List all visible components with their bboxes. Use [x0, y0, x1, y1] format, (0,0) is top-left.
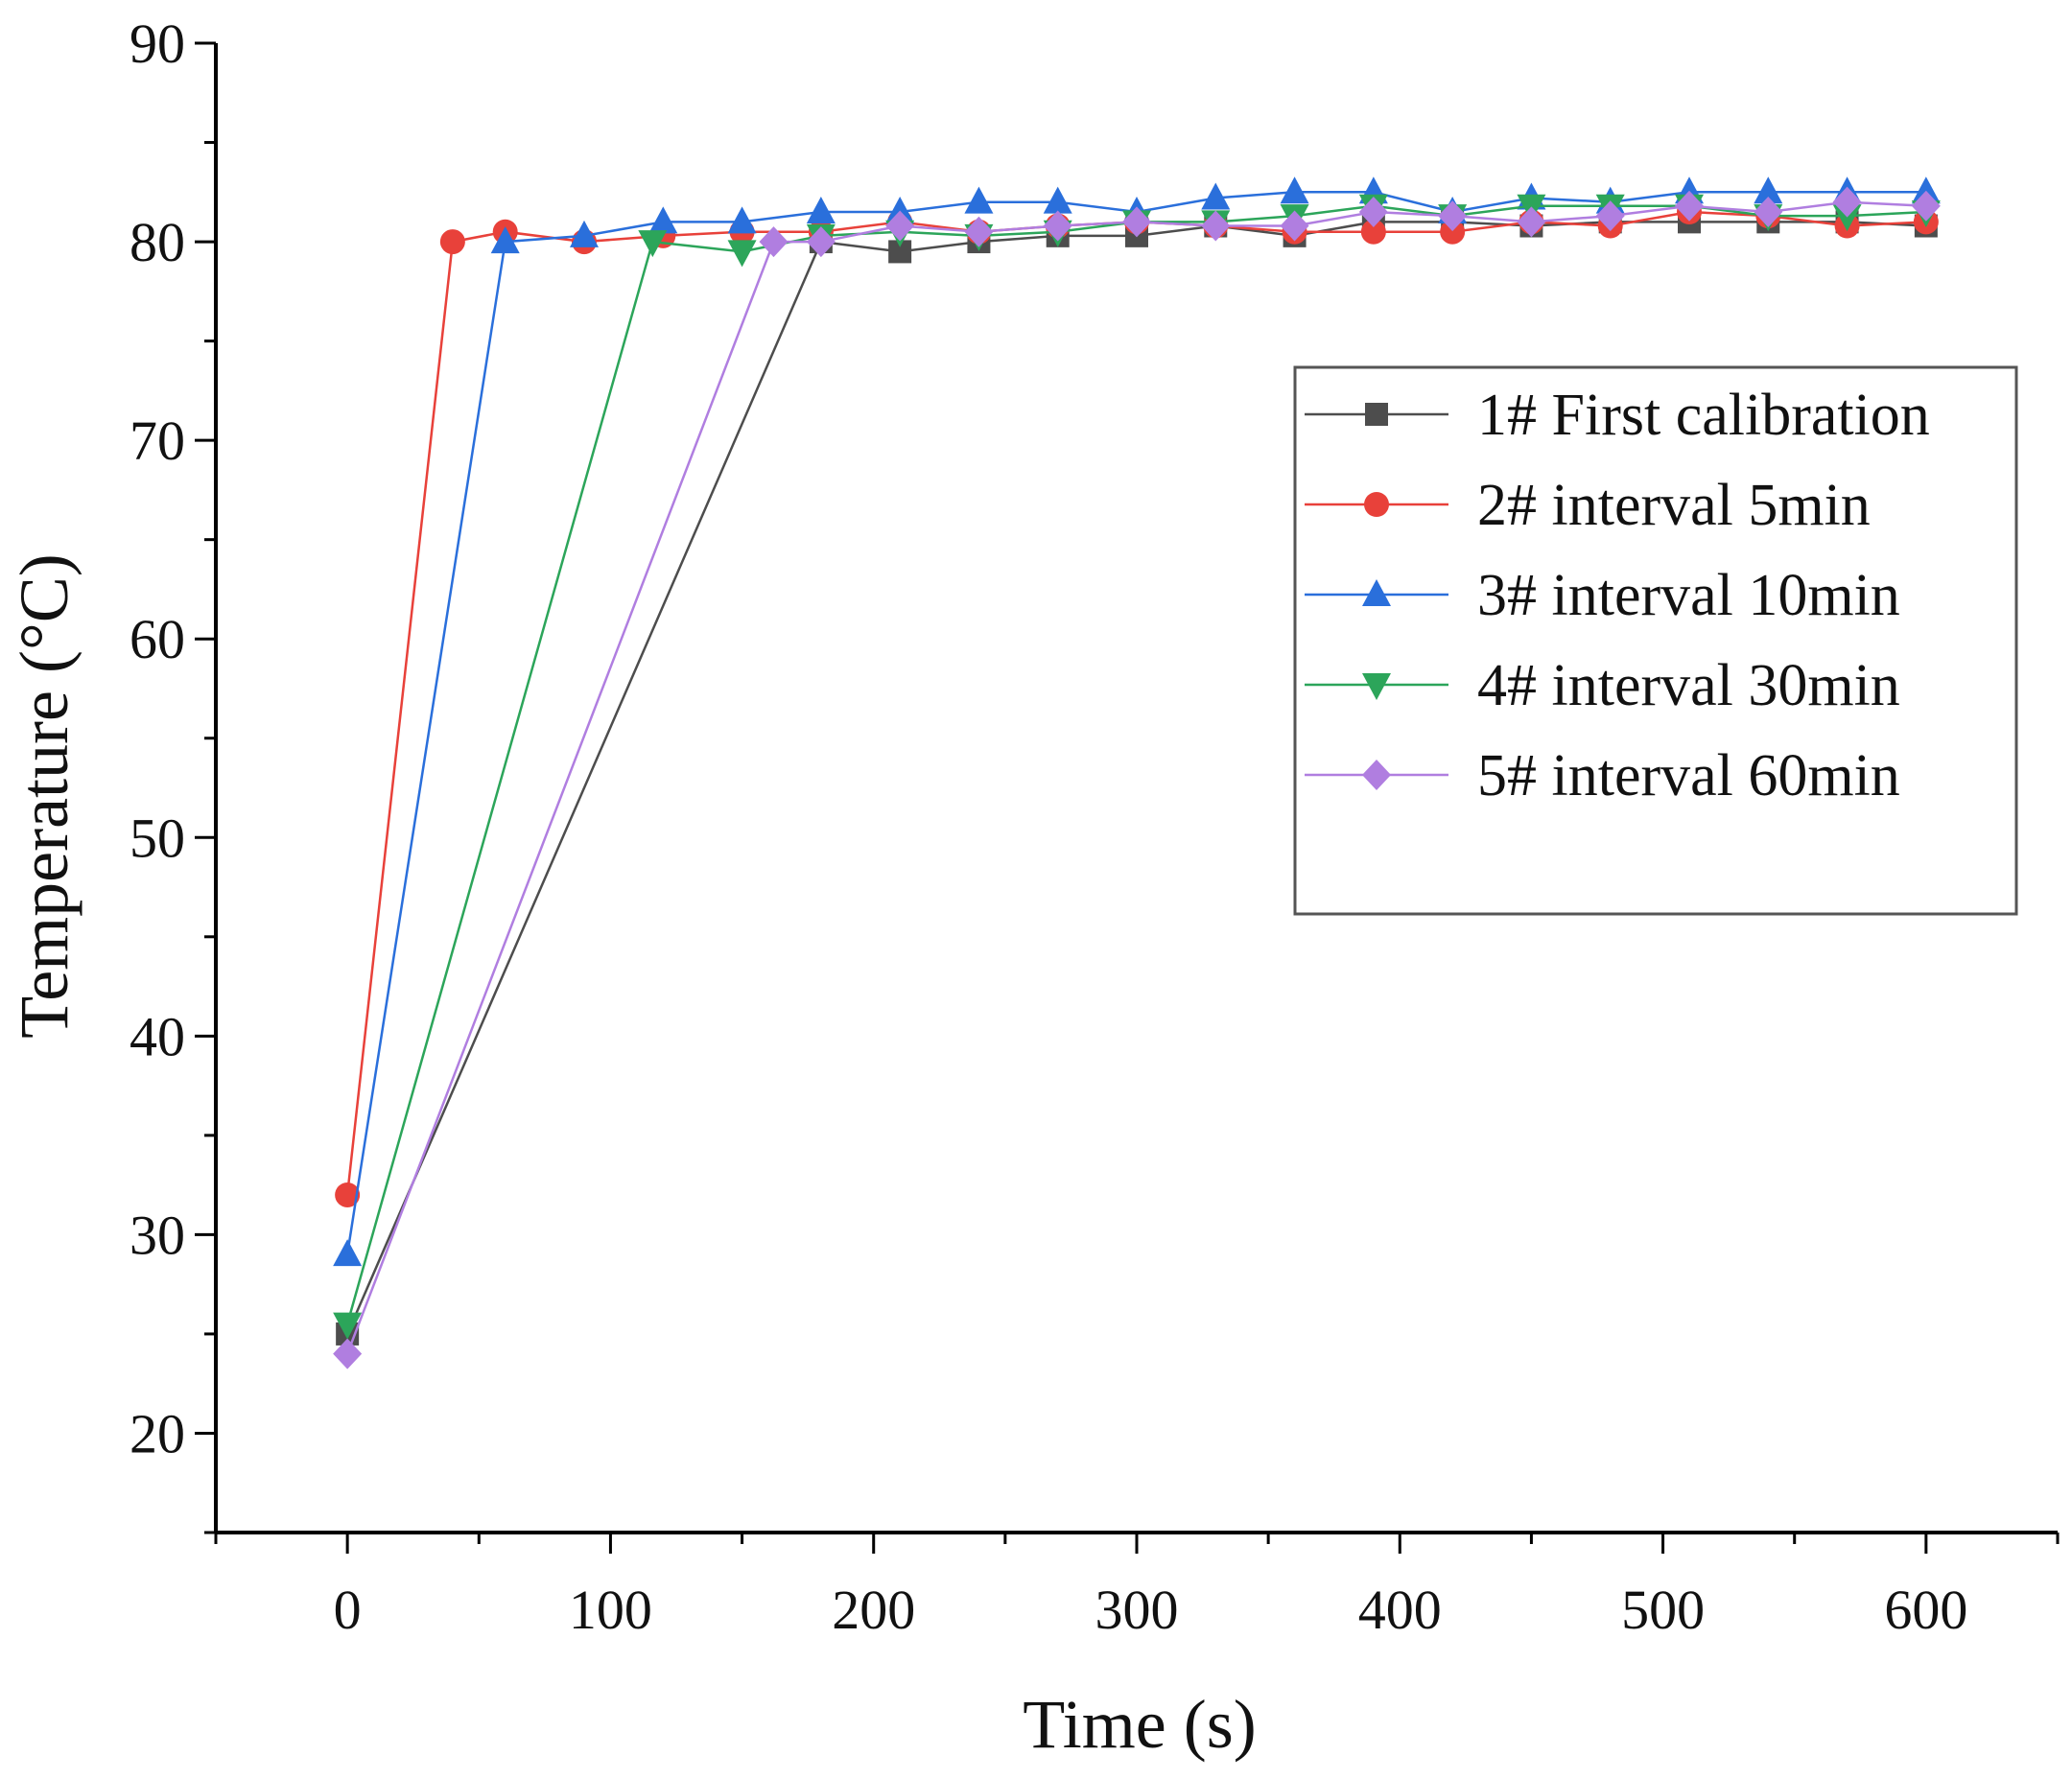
- data-point: [806, 226, 836, 258]
- legend-label: 2# interval 5min: [1477, 473, 1871, 538]
- data-point: [964, 186, 994, 214]
- legend-marker: [1365, 403, 1388, 426]
- x-tick-label: 100: [569, 1579, 652, 1641]
- legend-item: 4# interval 30min: [1305, 653, 1900, 718]
- data-point: [333, 1338, 363, 1369]
- data-point: [648, 206, 678, 234]
- legend-box: [1293, 365, 2018, 916]
- data-point: [885, 197, 915, 224]
- data-point: [335, 1182, 361, 1207]
- x-tick-label: 600: [1884, 1579, 1967, 1641]
- y-tick-label: 70: [130, 410, 185, 472]
- legend: 1# First calibration 2# interval 5min 3# i…: [1293, 365, 2018, 916]
- legend-item: 2# interval 5min: [1305, 473, 1871, 538]
- data-point: [570, 220, 599, 247]
- data-point: [1201, 182, 1231, 210]
- x-axis-title: Time (s): [1023, 1686, 1256, 1763]
- legend-item: 1# First calibration: [1305, 383, 1930, 448]
- data-point: [1280, 176, 1309, 204]
- data-point: [1911, 190, 1941, 222]
- legend-label: 4# interval 30min: [1477, 653, 1900, 718]
- data-point: [1595, 200, 1625, 232]
- data-point: [1280, 210, 1309, 242]
- legend-label: 3# interval 10min: [1477, 563, 1900, 628]
- series-layer: [333, 176, 1941, 1369]
- y-tick-label: 50: [130, 807, 185, 869]
- data-point: [439, 229, 465, 255]
- data-point: [727, 240, 757, 268]
- x-tick-label: 200: [832, 1579, 915, 1641]
- data-point: [1675, 190, 1704, 222]
- legend-marker: [1362, 673, 1391, 700]
- y-axis-title: Temperature (°C): [6, 553, 82, 1039]
- x-tick-label: 400: [1358, 1579, 1442, 1641]
- legend-marker: [1364, 492, 1389, 517]
- legend-label: 1# First calibration: [1477, 383, 1930, 448]
- x-tick-label: 500: [1621, 1579, 1705, 1641]
- data-point: [1358, 197, 1388, 228]
- y-tick-label: 80: [130, 211, 185, 273]
- x-tick-label: 0: [334, 1579, 362, 1641]
- data-point: [638, 230, 668, 258]
- data-point: [964, 216, 994, 247]
- y-tick-label: 20: [130, 1402, 185, 1464]
- y-tick-label: 30: [130, 1204, 185, 1266]
- data-point: [1360, 219, 1386, 245]
- data-point: [1754, 197, 1783, 228]
- data-point: [333, 1239, 363, 1267]
- data-point: [885, 210, 915, 242]
- data-point: [1517, 206, 1546, 238]
- data-point: [333, 1312, 363, 1340]
- data-point: [759, 226, 789, 258]
- series-line: [345, 221, 1926, 1335]
- data-point: [1754, 176, 1783, 204]
- data-point: [1440, 219, 1466, 245]
- series-5: [333, 186, 1941, 1369]
- y-tick-label: 60: [130, 608, 185, 670]
- series-line: [345, 191, 1926, 1255]
- y-ticks: 20 30 40 50 60 70 80 90: [130, 12, 216, 1534]
- data-point: [490, 226, 520, 254]
- data-point: [1438, 200, 1468, 232]
- data-point: [1043, 210, 1072, 242]
- legend-items: 1# First calibration 2# interval 5min 3# i…: [1305, 383, 1930, 808]
- legend-item: 5# interval 60min: [1305, 743, 1900, 808]
- legend-marker: [1362, 760, 1391, 790]
- y-tick-label: 90: [130, 12, 185, 75]
- x-tick-label: 300: [1095, 1579, 1179, 1641]
- data-point: [727, 206, 757, 234]
- data-point: [1911, 176, 1941, 204]
- data-point: [888, 240, 912, 264]
- legend-item: 3# interval 10min: [1305, 563, 1900, 628]
- data-point: [806, 197, 836, 224]
- y-tick-label: 40: [130, 1005, 185, 1067]
- data-point: [1043, 186, 1072, 214]
- data-point: [1201, 210, 1231, 242]
- data-point: [1832, 186, 1862, 218]
- x-ticks: 0 100 200 300 400 500 600: [214, 1533, 2060, 1641]
- legend-marker: [1362, 579, 1391, 606]
- legend-label: 5# interval 60min: [1477, 743, 1900, 808]
- data-point: [1832, 204, 1862, 232]
- data-point: [1122, 206, 1151, 238]
